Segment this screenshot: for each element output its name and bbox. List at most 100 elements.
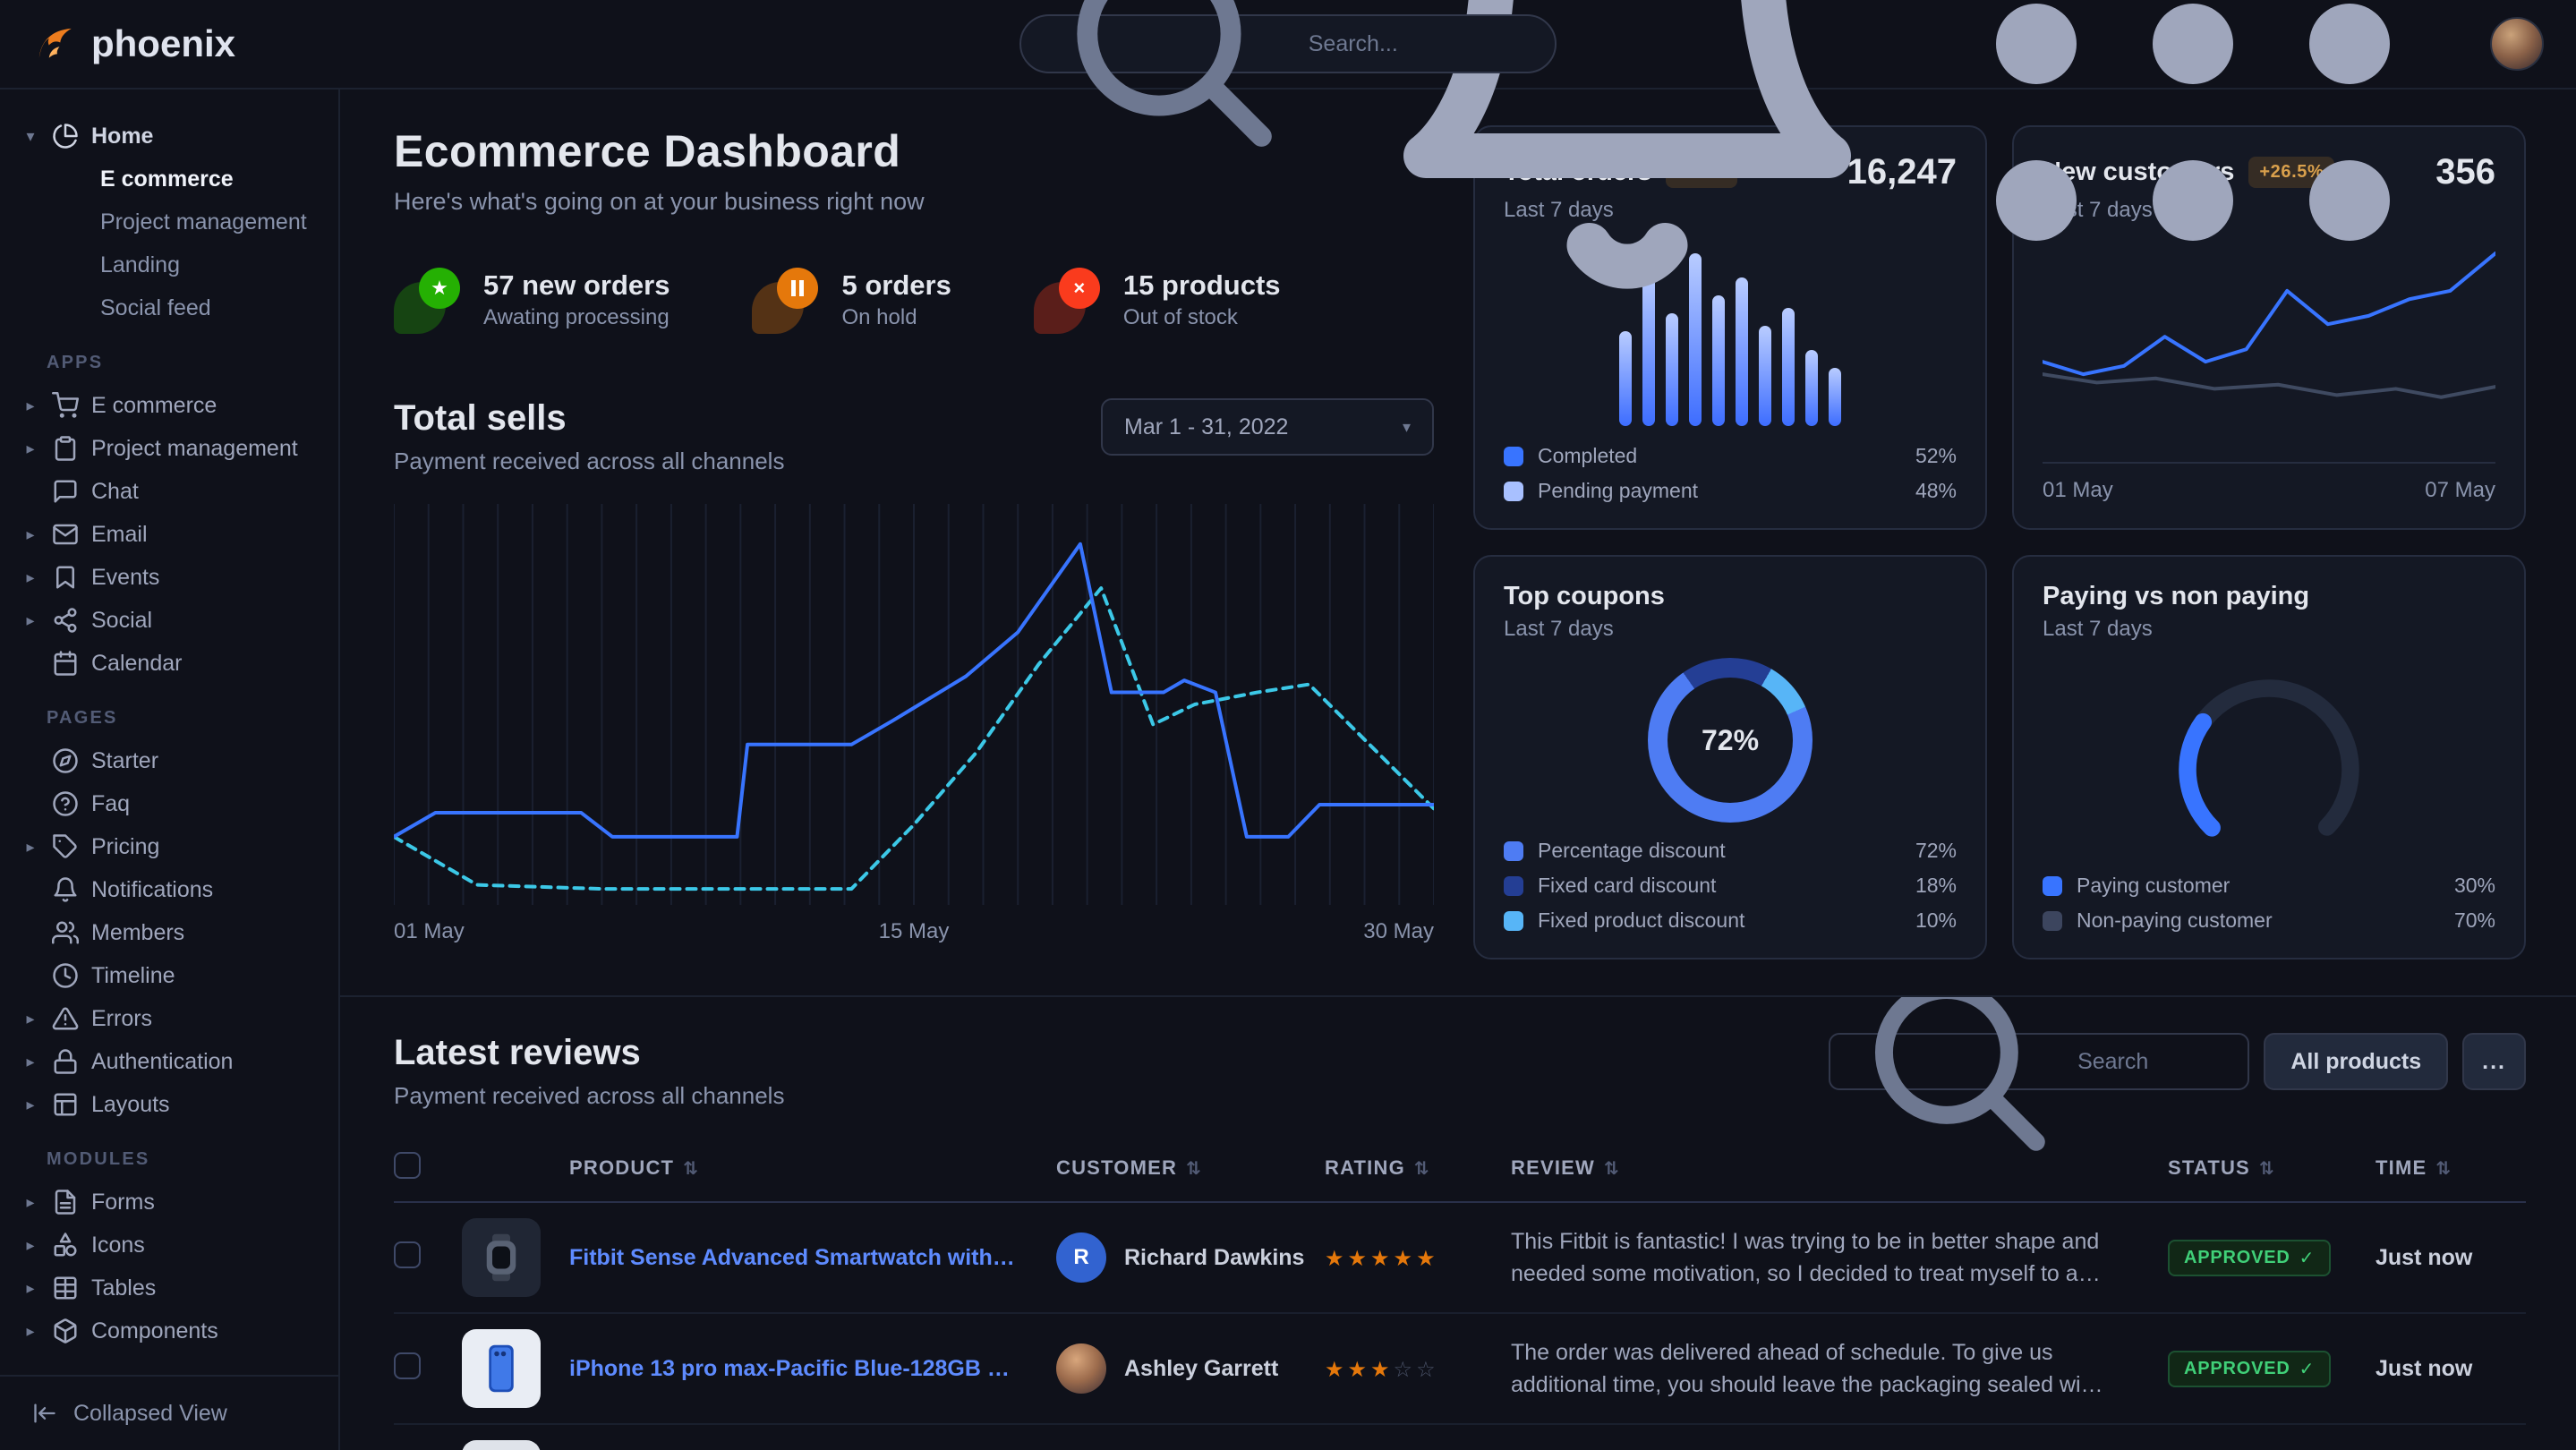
sidebar-item-label: Starter bbox=[91, 748, 158, 774]
column-header-time[interactable]: TIME⇅ bbox=[2376, 1156, 2526, 1180]
sidebar-item-notifications[interactable]: Notifications bbox=[0, 868, 338, 911]
sidebar-section-label: PAGES bbox=[47, 708, 338, 729]
row-checkbox[interactable] bbox=[394, 1241, 421, 1268]
sidebar-item-project-management[interactable]: Project management bbox=[0, 200, 338, 243]
sidebar-item-layouts[interactable]: ▸Layouts bbox=[0, 1083, 338, 1126]
sidebar-item-icons[interactable]: ▸Icons bbox=[0, 1224, 338, 1267]
file-icon bbox=[52, 1189, 79, 1215]
star-filled-icon: ★ bbox=[1325, 1247, 1344, 1271]
reviews-search[interactable] bbox=[1829, 1033, 2249, 1090]
stat-on-hold: 5 ordersOn hold bbox=[752, 266, 951, 334]
caret-icon: ▸ bbox=[21, 525, 39, 544]
customer-name: Richard Dawkins bbox=[1124, 1245, 1304, 1271]
sidebar-item-tables[interactable]: ▸Tables bbox=[0, 1267, 338, 1309]
bar bbox=[1759, 326, 1771, 426]
sidebar-item-events[interactable]: ▸Events bbox=[0, 556, 338, 599]
legend-pending-payment: Pending payment48% bbox=[1504, 479, 1957, 503]
card-period: Last 7 days bbox=[2043, 617, 2495, 642]
legend-value: 52% bbox=[1915, 444, 1957, 468]
star-filled-icon: ★ bbox=[1394, 1247, 1413, 1271]
sidebar-item-pricing[interactable]: ▸Pricing bbox=[0, 825, 338, 868]
sidebar-item-forms[interactable]: ▸Forms bbox=[0, 1181, 338, 1224]
collapse-icon bbox=[32, 1401, 57, 1426]
sidebar-item-social-feed[interactable]: Social feed bbox=[0, 286, 338, 329]
column-header-customer[interactable]: CUSTOMER⇅ bbox=[1056, 1156, 1325, 1180]
sidebar-item-email[interactable]: ▸Email bbox=[0, 513, 338, 556]
review-row: Fitbit Sense Advanced Smartwatch with To… bbox=[394, 1203, 2526, 1314]
paying-legend: Paying customer30%Non-paying customer70% bbox=[2043, 874, 2495, 933]
column-header-review[interactable]: REVIEW⇅ bbox=[1511, 1156, 2168, 1180]
caret-icon: ▸ bbox=[21, 1096, 39, 1114]
collapsed-view-toggle[interactable]: Collapsed View bbox=[0, 1375, 338, 1450]
product-link[interactable]: Fitbit Sense Advanced Smartwatch with To… bbox=[569, 1245, 1056, 1271]
select-all-checkbox[interactable] bbox=[394, 1152, 421, 1179]
column-header-product[interactable]: PRODUCT⇅ bbox=[569, 1156, 1056, 1180]
sidebar-item-members[interactable]: Members bbox=[0, 911, 338, 954]
caret-icon: ▸ bbox=[21, 1053, 39, 1071]
sidebar-item-chat[interactable]: Chat bbox=[0, 470, 338, 513]
date-range-select[interactable]: Mar 1 - 31, 2022 ▾ bbox=[1101, 398, 1434, 456]
sidebar-item-faq[interactable]: Faq bbox=[0, 782, 338, 825]
caret-icon: ▾ bbox=[21, 127, 39, 146]
legend-swatch bbox=[1504, 911, 1523, 931]
sidebar-item-authentication[interactable]: ▸Authentication bbox=[0, 1040, 338, 1083]
paying-gauge-chart bbox=[2043, 642, 2495, 874]
sidebar-item-label: Notifications bbox=[91, 877, 213, 903]
tag-icon bbox=[52, 833, 79, 860]
x-axis-label: 15 May bbox=[879, 919, 950, 944]
legend-swatch bbox=[1504, 841, 1523, 861]
sidebar-item-errors[interactable]: ▸Errors bbox=[0, 997, 338, 1040]
sidebar-item-e-commerce[interactable]: E commerce bbox=[0, 158, 338, 200]
sort-icon: ⇅ bbox=[683, 1157, 699, 1180]
user-avatar[interactable] bbox=[2490, 17, 2544, 71]
more-options-button[interactable]: ... bbox=[2462, 1033, 2526, 1090]
caret-icon: ▸ bbox=[21, 568, 39, 587]
check-icon: ✓ bbox=[2299, 1247, 2316, 1269]
review-text: This Fitbit is fantastic! I was trying t… bbox=[1511, 1225, 2168, 1291]
table-header-row: PRODUCT⇅CUSTOMER⇅RATING⇅REVIEW⇅STATUS⇅TI… bbox=[394, 1135, 2526, 1203]
sidebar-item-label: Social bbox=[91, 608, 152, 634]
column-header-rating[interactable]: RATING⇅ bbox=[1325, 1156, 1511, 1180]
cart-icon bbox=[52, 392, 79, 419]
column-header-status[interactable]: STATUS⇅ bbox=[2168, 1156, 2376, 1180]
brand[interactable]: phoenix bbox=[32, 21, 235, 66]
product-link[interactable]: iPhone 13 pro max-Pacific Blue-128GB sto… bbox=[569, 1356, 1056, 1382]
star-filled-icon: ★ bbox=[1348, 1247, 1368, 1271]
row-checkbox[interactable] bbox=[394, 1352, 421, 1379]
sidebar-item-components[interactable]: ▸ Components bbox=[0, 1309, 338, 1352]
caret-icon: ▸ bbox=[21, 397, 39, 415]
x-axis-label: 01 May bbox=[2043, 478, 2113, 503]
sidebar-item-starter[interactable]: Starter bbox=[0, 739, 338, 782]
sidebar-item-timeline[interactable]: Timeline bbox=[0, 954, 338, 997]
reviews-search-input[interactable] bbox=[2077, 1049, 2230, 1075]
sidebar-item-home[interactable]: ▾Home bbox=[0, 115, 338, 158]
sidebar-item-label: Members bbox=[91, 920, 184, 946]
legend-label: Pending payment bbox=[1538, 479, 1698, 503]
sidebar-item-label: Icons bbox=[91, 1232, 145, 1258]
legend-label: Non-paying customer bbox=[2077, 908, 2273, 933]
box-icon bbox=[52, 1318, 79, 1344]
x-stat-icon: × bbox=[1034, 266, 1102, 334]
sort-icon: ⇅ bbox=[2259, 1157, 2275, 1180]
caret-icon: ▸ bbox=[21, 1322, 39, 1341]
sidebar-item-calendar[interactable]: Calendar bbox=[0, 642, 338, 685]
sidebar-item-e-commerce[interactable]: ▸ E commerce bbox=[0, 384, 338, 427]
bell-icon bbox=[52, 876, 79, 903]
all-products-button[interactable]: All products bbox=[2264, 1033, 2448, 1090]
legend-swatch bbox=[2043, 876, 2062, 896]
chevron-down-icon: ▾ bbox=[1403, 418, 1411, 437]
product-image bbox=[462, 1329, 541, 1408]
sidebar-item-project-management[interactable]: ▸Project management bbox=[0, 427, 338, 470]
sidebar-item-landing[interactable]: Landing bbox=[0, 243, 338, 286]
sidebar-item-label: Components bbox=[91, 1318, 218, 1344]
sidebar-item-label: Faq bbox=[91, 791, 130, 817]
legend-swatch bbox=[1504, 447, 1523, 466]
apps-menu-button[interactable] bbox=[1924, 0, 2461, 312]
global-search[interactable] bbox=[1019, 14, 1557, 73]
sidebar-item-social[interactable]: ▸Social bbox=[0, 599, 338, 642]
collapsed-view-label: Collapsed View bbox=[73, 1401, 227, 1427]
top-navbar: phoenix bbox=[0, 0, 2576, 90]
star-filled-icon: ★ bbox=[1416, 1247, 1436, 1271]
sidebar-item-label: E commerce bbox=[91, 393, 217, 419]
global-search-input[interactable] bbox=[1309, 31, 1530, 57]
